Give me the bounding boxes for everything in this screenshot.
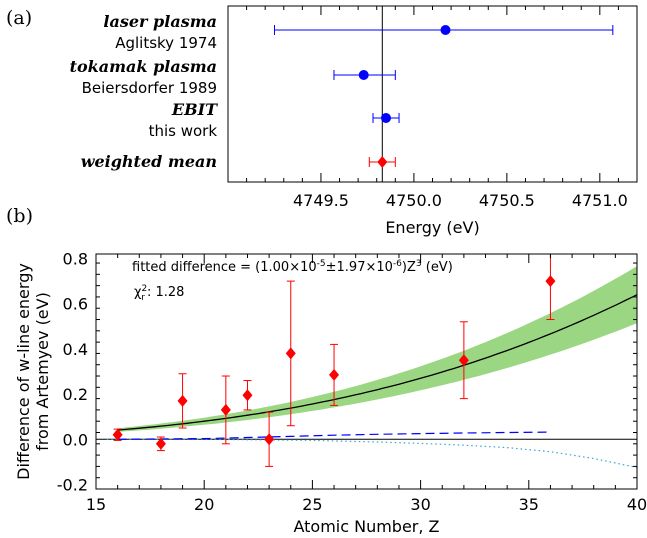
measurement-point (155, 437, 166, 450)
panel-a-x-ticks (227, 6, 638, 182)
measurement-point (545, 275, 556, 288)
chi-squared-annotation: χ2 r: 1.28 (134, 284, 184, 303)
dotted-theory-line (106, 438, 637, 469)
row-label: weighted mean (81, 152, 217, 171)
data-point-circle (358, 70, 369, 80)
panel-b-y-axis-label-line2: from Artemyev (eV) (33, 292, 52, 451)
panel-b-y-tick-labels: -0.2 0.0 0.2 0.4 0.6 0.8 (57, 250, 88, 495)
measurement-point (458, 354, 469, 367)
chi-subscript: r (141, 293, 145, 303)
chi-value: : 1.28 (147, 285, 184, 300)
panel-b-frame (95, 253, 638, 490)
panel-b-y-tick-label: -0.2 (57, 475, 88, 494)
dashed-theory-line (117, 431, 551, 440)
measurement-point (220, 403, 231, 416)
panel-b-y-tick-label: 0.2 (63, 385, 88, 404)
panel-a-x-tick-labels: 4749.5 4750.0 4750.5 4751.0 (293, 191, 628, 210)
measurement-point (112, 428, 123, 441)
panel-a-label: (a) (6, 7, 32, 29)
panel-a-row-labels: laser plasma Aglitsky 1974 tokamak plasma B… (70, 12, 219, 171)
measurement-point (264, 433, 275, 446)
fit-annotation-prefix: fitted difference = (1.00×10 (132, 260, 317, 275)
data-point-circle (381, 113, 392, 123)
fit-annotation-units: (eV) (422, 260, 453, 275)
fit-annotation-exponent-1: -5 (317, 259, 326, 269)
panel-a-x-tick-label: 4750.5 (479, 191, 535, 210)
panel-b-y-tick-label: 0.6 (63, 295, 88, 314)
panel-b-measurements (112, 254, 556, 467)
measurement-point (242, 389, 253, 402)
data-point-diamond (377, 156, 388, 168)
row-label: tokamak plasma (70, 57, 217, 76)
fit-annotation-exponent-2: -6 (393, 259, 402, 269)
measurement-point (285, 347, 296, 360)
measurement-point (177, 394, 188, 407)
panel-b-ticks (95, 254, 638, 490)
panel-a-x-tick-label: 4749.5 (293, 191, 349, 210)
panel-b-x-tick-label: 25 (302, 495, 322, 514)
chi-symbol: χ (134, 285, 142, 300)
panel-b-x-axis-label: Atomic Number, Z (293, 517, 439, 536)
data-point-circle (440, 25, 451, 35)
row-sublabel: Beiersdorfer 1989 (82, 79, 217, 97)
fit-annotation-middle: ±1.97×10 (326, 260, 393, 275)
panel-b-label: (b) (6, 205, 33, 227)
panel-b-y-tick-label: 0.4 (63, 340, 88, 359)
row-sublabel: Aglitsky 1974 (115, 34, 217, 52)
panel-b-y-axis-label-line1: Difference of w-line energy (14, 263, 33, 480)
panel-a-points (273, 25, 614, 168)
fit-annotation: fitted difference = (1.00×10-5±1.97×10-6… (132, 259, 453, 275)
panel-b: (b) 15 20 25 30 35 40 -0.2 0.0 0.2 0.4 0.6 0.8 Ato… (6, 205, 647, 536)
panel-b-plot-area (96, 254, 637, 469)
panel-b-y-tick-label: 0.0 (63, 430, 88, 449)
panel-b-y-tick-label: 0.8 (63, 250, 88, 269)
panel-a-frame (227, 5, 638, 183)
panel-b-x-tick-label: 20 (194, 495, 214, 514)
panel-a-x-axis-label: Energy (eV) (385, 218, 479, 237)
panel-a: (a) 4749.5 4750.0 4750.5 4751.0 laser plasm… (6, 5, 638, 237)
measurement-point (329, 368, 340, 381)
fitted-curve (117, 294, 637, 431)
fit-annotation-suffix: )Z (402, 260, 416, 275)
row-label: laser plasma (103, 12, 217, 31)
panel-b-x-tick-label: 15 (86, 495, 106, 514)
panel-a-x-tick-label: 4750.0 (386, 191, 442, 210)
chi-superscript: 2 (142, 284, 148, 294)
panel-b-x-tick-labels: 15 20 25 30 35 40 (86, 495, 647, 514)
panel-b-x-tick-label: 30 (410, 495, 430, 514)
row-sublabel: this work (149, 122, 218, 140)
fit-uncertainty-band (117, 266, 637, 432)
panel-b-x-tick-label: 35 (519, 495, 539, 514)
row-label: EBIT (171, 100, 218, 119)
panel-b-x-tick-label: 40 (627, 495, 647, 514)
panel-a-x-tick-label: 4751.0 (572, 191, 628, 210)
fit-annotation-exponent-3: 3 (416, 259, 422, 269)
